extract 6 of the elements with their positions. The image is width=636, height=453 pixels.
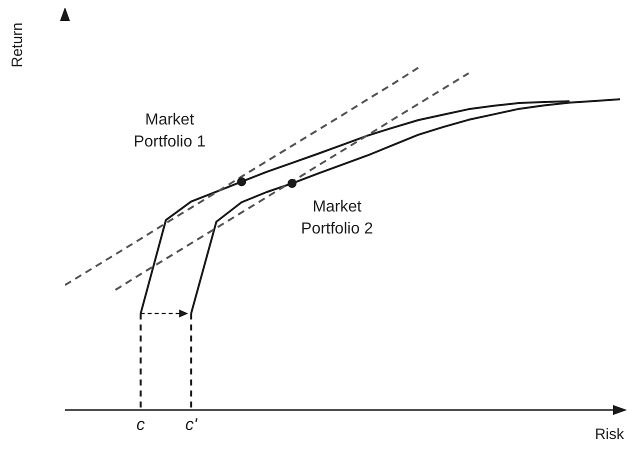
- y-axis-title: Return: [9, 22, 26, 68]
- annotation: Market Portfolio 2: [301, 198, 374, 238]
- x-axis-title: Risk: [594, 426, 624, 443]
- x-tick-label: c: [136, 415, 146, 434]
- annotation: Market Portfolio 1: [134, 112, 206, 151]
- x-tick-label: c': [185, 415, 198, 434]
